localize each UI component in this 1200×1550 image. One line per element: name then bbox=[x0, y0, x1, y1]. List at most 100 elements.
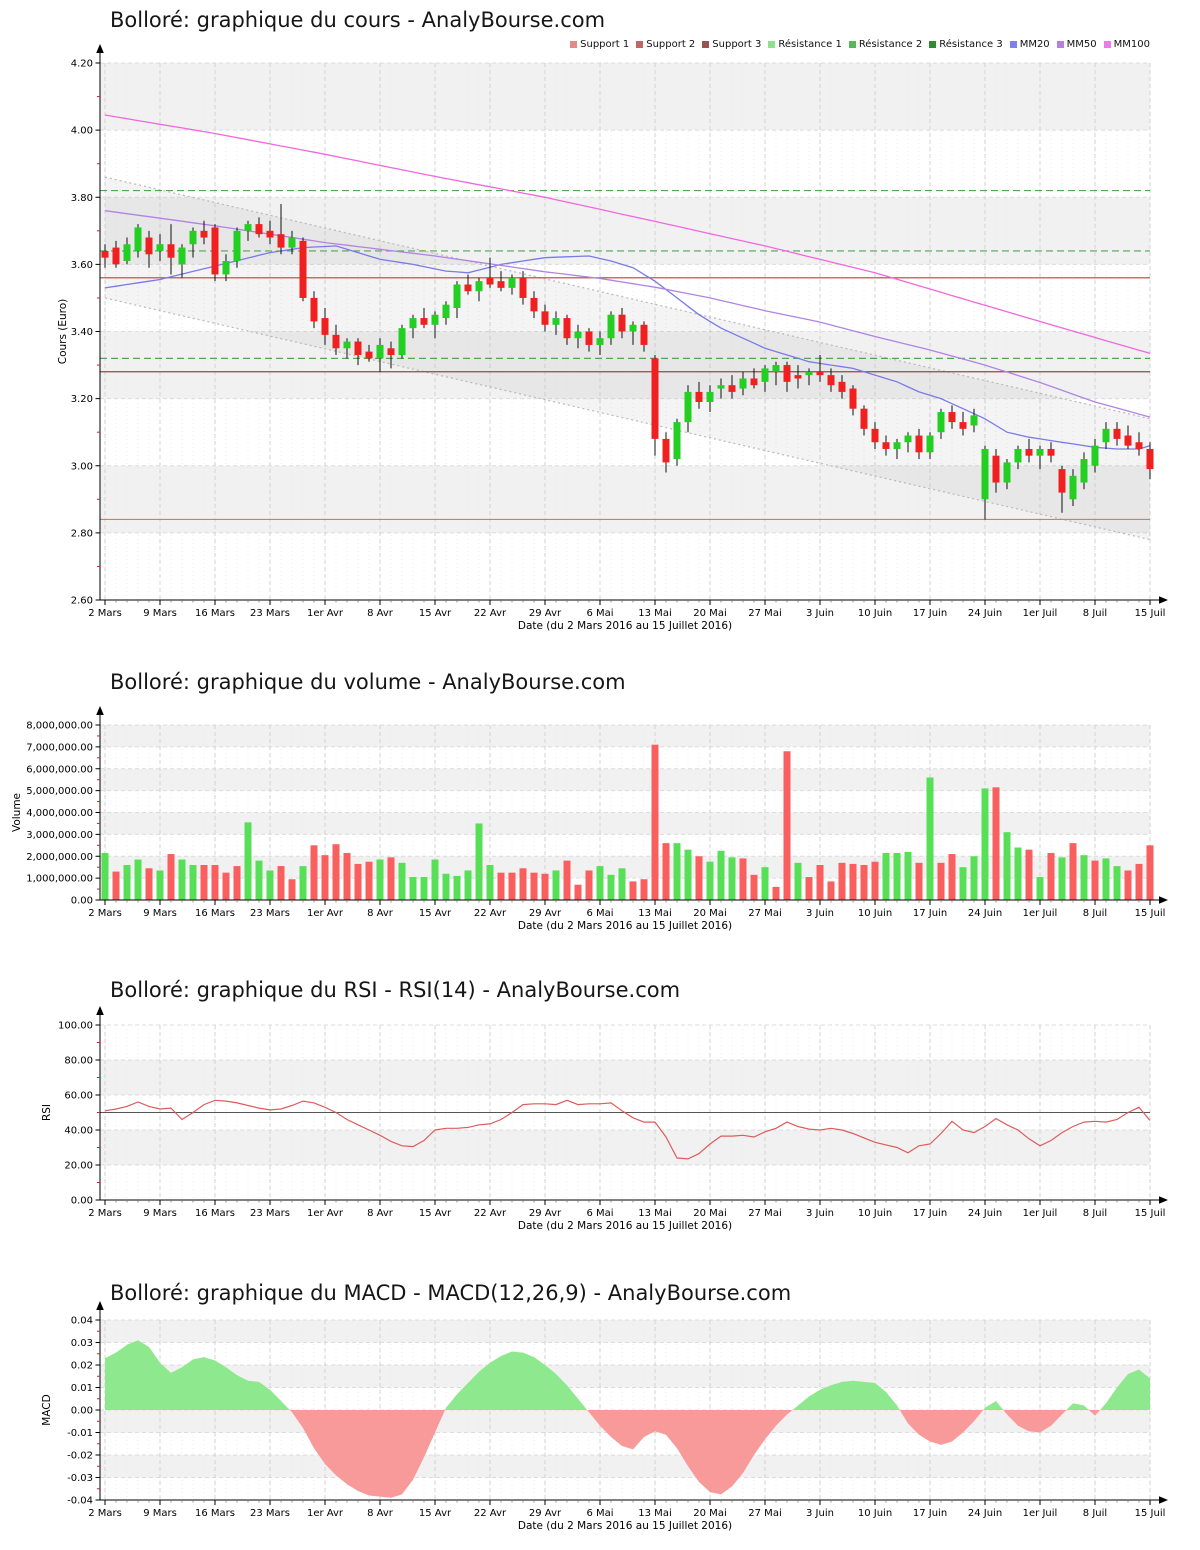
svg-text:20 Mai: 20 Mai bbox=[693, 1208, 726, 1219]
svg-text:27 Mai: 27 Mai bbox=[748, 1208, 781, 1219]
svg-text:3 Juin: 3 Juin bbox=[806, 1508, 834, 1519]
svg-text:27 Mai: 27 Mai bbox=[748, 1508, 781, 1519]
svg-text:27 Mai: 27 Mai bbox=[748, 908, 781, 919]
svg-text:0.00: 0.00 bbox=[71, 1196, 93, 1207]
legend-item: Résistance 2 bbox=[848, 39, 922, 50]
svg-text:2 Mars: 2 Mars bbox=[88, 908, 122, 919]
svg-text:9 Mars: 9 Mars bbox=[143, 608, 177, 619]
svg-text:8,000,000.00: 8,000,000.00 bbox=[26, 721, 93, 732]
svg-text:29 Avr: 29 Avr bbox=[529, 1208, 562, 1219]
svg-text:23 Mars: 23 Mars bbox=[250, 1208, 290, 1219]
svg-text:6,000,000.00: 6,000,000.00 bbox=[26, 764, 93, 775]
svg-text:Cours (Euro): Cours (Euro) bbox=[57, 299, 69, 365]
svg-text:3 Juin: 3 Juin bbox=[806, 908, 834, 919]
legend-label: MM100 bbox=[1113, 39, 1150, 50]
svg-text:40.00: 40.00 bbox=[64, 1126, 93, 1137]
legend-swatch-icon bbox=[570, 41, 578, 48]
legend-label: MM20 bbox=[1019, 39, 1050, 50]
legend-item: Support 1 bbox=[570, 39, 629, 50]
legend-label: Support 1 bbox=[580, 39, 630, 50]
svg-text:3,000,000.00: 3,000,000.00 bbox=[26, 830, 93, 841]
svg-text:10 Juin: 10 Juin bbox=[858, 608, 892, 619]
svg-text:16 Mars: 16 Mars bbox=[195, 1508, 235, 1519]
svg-text:8 Avr: 8 Avr bbox=[367, 1208, 394, 1219]
price-chart-title: Bolloré: graphique du cours - AnalyBours… bbox=[110, 8, 606, 32]
svg-text:13 Mai: 13 Mai bbox=[638, 1508, 671, 1519]
svg-text:-0.03: -0.03 bbox=[67, 1473, 93, 1484]
svg-text:16 Mars: 16 Mars bbox=[195, 608, 235, 619]
svg-text:22 Avr: 22 Avr bbox=[474, 1508, 507, 1519]
svg-text:5,000,000.00: 5,000,000.00 bbox=[26, 786, 93, 797]
legend-swatch-icon bbox=[1009, 41, 1017, 48]
svg-text:8 Juil: 8 Juil bbox=[1083, 608, 1107, 619]
svg-text:20 Mai: 20 Mai bbox=[693, 1508, 726, 1519]
svg-text:3 Juin: 3 Juin bbox=[806, 1208, 834, 1219]
svg-text:7,000,000.00: 7,000,000.00 bbox=[26, 742, 93, 753]
svg-text:15 Juil: 15 Juil bbox=[1135, 608, 1166, 619]
svg-text:Date (du 2 Mars 2016 au 15 Jui: Date (du 2 Mars 2016 au 15 Juillet 2016) bbox=[518, 620, 732, 632]
svg-text:4.00: 4.00 bbox=[71, 126, 93, 137]
svg-text:Date (du 2 Mars 2016 au 15 Jui: Date (du 2 Mars 2016 au 15 Juillet 2016) bbox=[518, 920, 732, 932]
svg-text:9 Mars: 9 Mars bbox=[143, 1508, 177, 1519]
legend-label: Résistance 3 bbox=[939, 39, 1003, 50]
svg-text:RSI: RSI bbox=[41, 1104, 53, 1121]
svg-text:8 Juil: 8 Juil bbox=[1083, 908, 1107, 919]
svg-text:1er Juil: 1er Juil bbox=[1023, 1208, 1058, 1219]
svg-text:80.00: 80.00 bbox=[64, 1056, 93, 1067]
svg-text:22 Avr: 22 Avr bbox=[474, 908, 507, 919]
svg-text:1,000,000.00: 1,000,000.00 bbox=[26, 874, 93, 885]
svg-text:6 Mai: 6 Mai bbox=[586, 1208, 613, 1219]
legend-item: Résistance 1 bbox=[768, 39, 842, 50]
svg-text:16 Mars: 16 Mars bbox=[195, 908, 235, 919]
svg-text:1er Juil: 1er Juil bbox=[1023, 1508, 1058, 1519]
svg-text:13 Mai: 13 Mai bbox=[638, 1208, 671, 1219]
macd-chart bbox=[95, 1301, 1168, 1505]
svg-text:3.40: 3.40 bbox=[71, 327, 93, 338]
legend-swatch-icon bbox=[1056, 41, 1064, 48]
svg-text:13 Mai: 13 Mai bbox=[638, 908, 671, 919]
svg-text:4.20: 4.20 bbox=[71, 59, 93, 70]
volume-chart-title: Bolloré: graphique du volume - AnalyBour… bbox=[110, 670, 626, 694]
svg-text:1er Avr: 1er Avr bbox=[307, 1208, 344, 1219]
legend-swatch-icon bbox=[702, 41, 710, 48]
svg-text:17 Juin: 17 Juin bbox=[913, 1208, 947, 1219]
svg-text:24 Juin: 24 Juin bbox=[968, 908, 1002, 919]
svg-text:1er Juil: 1er Juil bbox=[1023, 608, 1058, 619]
svg-text:8 Avr: 8 Avr bbox=[367, 608, 394, 619]
svg-text:23 Mars: 23 Mars bbox=[250, 908, 290, 919]
legend-swatch-icon bbox=[848, 41, 856, 48]
svg-text:2,000,000.00: 2,000,000.00 bbox=[26, 852, 93, 863]
legend-label: Support 3 bbox=[712, 39, 762, 50]
macd-chart-title: Bolloré: graphique du MACD - MACD(12,26,… bbox=[110, 1281, 792, 1305]
legend-label: Support 2 bbox=[646, 39, 696, 50]
svg-text:10 Juin: 10 Juin bbox=[858, 1208, 892, 1219]
svg-text:Volume: Volume bbox=[11, 793, 23, 832]
svg-text:24 Juin: 24 Juin bbox=[968, 608, 1002, 619]
svg-text:15 Juil: 15 Juil bbox=[1135, 908, 1166, 919]
svg-text:1er Avr: 1er Avr bbox=[307, 608, 344, 619]
volume-chart bbox=[95, 706, 1168, 905]
svg-text:24 Juin: 24 Juin bbox=[968, 1208, 1002, 1219]
svg-text:1er Avr: 1er Avr bbox=[307, 1508, 344, 1519]
svg-text:8 Juil: 8 Juil bbox=[1083, 1508, 1107, 1519]
price-chart-legend: Support 1 Support 2 Support 3 Résistance 1 R… bbox=[430, 39, 1150, 50]
svg-text:2 Mars: 2 Mars bbox=[88, 608, 122, 619]
svg-text:6 Mai: 6 Mai bbox=[586, 1508, 613, 1519]
svg-text:15 Juil: 15 Juil bbox=[1135, 1508, 1166, 1519]
legend-item: MM100 bbox=[1103, 39, 1150, 50]
svg-text:0.03: 0.03 bbox=[71, 1338, 93, 1349]
svg-text:-0.01: -0.01 bbox=[67, 1428, 93, 1439]
svg-text:Date (du 2 Mars 2016 au 15 Jui: Date (du 2 Mars 2016 au 15 Juillet 2016) bbox=[518, 1520, 732, 1532]
svg-text:15 Juil: 15 Juil bbox=[1135, 1208, 1166, 1219]
price-chart bbox=[95, 44, 1168, 605]
legend-swatch-icon bbox=[768, 41, 776, 48]
svg-text:2.60: 2.60 bbox=[71, 596, 93, 607]
svg-text:15 Avr: 15 Avr bbox=[419, 908, 452, 919]
svg-text:29 Avr: 29 Avr bbox=[529, 608, 562, 619]
svg-text:20.00: 20.00 bbox=[64, 1161, 93, 1172]
svg-text:3.00: 3.00 bbox=[71, 461, 93, 472]
legend-item: MM50 bbox=[1056, 39, 1097, 50]
svg-text:2 Mars: 2 Mars bbox=[88, 1508, 122, 1519]
legend-item: Support 2 bbox=[636, 39, 695, 50]
